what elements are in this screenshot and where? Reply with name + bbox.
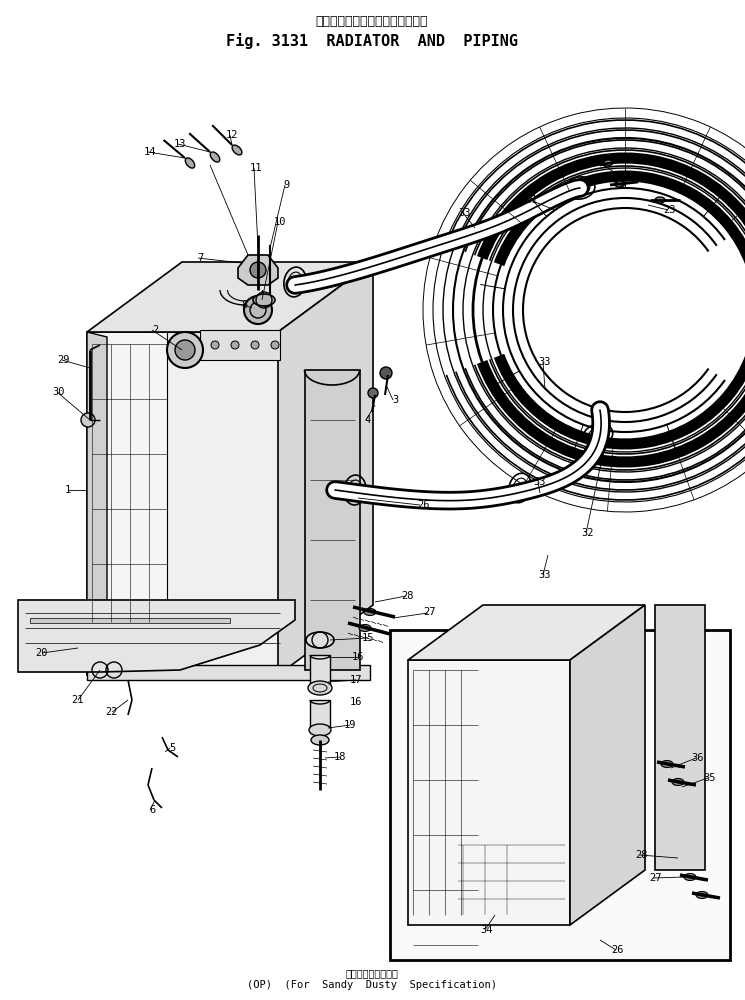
Ellipse shape <box>615 181 625 187</box>
Text: 26: 26 <box>612 945 624 955</box>
Bar <box>30 618 230 623</box>
Text: 24: 24 <box>594 157 606 167</box>
Polygon shape <box>87 332 107 680</box>
Bar <box>655 605 705 870</box>
Text: 18: 18 <box>334 752 346 762</box>
Text: 33: 33 <box>539 570 551 580</box>
Circle shape <box>175 340 195 360</box>
Text: 9: 9 <box>284 180 290 190</box>
Circle shape <box>167 332 203 368</box>
Text: 33: 33 <box>533 477 546 487</box>
Polygon shape <box>238 255 278 285</box>
Text: 26: 26 <box>416 500 429 510</box>
Ellipse shape <box>308 681 332 695</box>
Text: 14: 14 <box>144 147 156 157</box>
Text: 3: 3 <box>392 395 398 405</box>
Text: Fig. 3131  RADIATOR  AND  PIPING: Fig. 3131 RADIATOR AND PIPING <box>226 33 518 49</box>
Text: 7: 7 <box>197 253 203 263</box>
Ellipse shape <box>661 760 673 768</box>
Text: 20: 20 <box>36 648 48 658</box>
Text: 16: 16 <box>352 652 364 662</box>
Text: 6: 6 <box>149 805 155 815</box>
Circle shape <box>271 341 279 349</box>
Circle shape <box>380 367 392 379</box>
Polygon shape <box>87 262 373 332</box>
Text: 25: 25 <box>611 177 624 187</box>
Text: 2: 2 <box>152 325 158 335</box>
Text: 16: 16 <box>349 697 362 707</box>
Circle shape <box>81 413 95 427</box>
Text: 27: 27 <box>424 607 437 617</box>
Ellipse shape <box>186 158 194 168</box>
Text: 30: 30 <box>53 387 66 397</box>
Text: 23: 23 <box>664 205 676 215</box>
Bar <box>390 630 730 960</box>
Polygon shape <box>18 600 295 672</box>
Circle shape <box>368 388 378 398</box>
Circle shape <box>244 296 272 324</box>
Bar <box>310 655 330 685</box>
Text: 31: 31 <box>526 195 538 205</box>
Ellipse shape <box>210 152 220 162</box>
Text: 35: 35 <box>704 773 716 783</box>
Text: 19: 19 <box>343 720 356 730</box>
Text: 21: 21 <box>72 695 84 705</box>
Polygon shape <box>408 605 645 660</box>
Text: 1: 1 <box>65 485 71 495</box>
Text: 10: 10 <box>273 217 286 227</box>
Text: 33: 33 <box>459 208 472 218</box>
Text: 28: 28 <box>402 591 414 601</box>
Ellipse shape <box>364 608 376 615</box>
Text: 28: 28 <box>635 850 648 860</box>
Text: ラジエータ　および　パイピング: ラジエータ および パイピング <box>316 15 428 28</box>
Bar <box>87 332 278 675</box>
Ellipse shape <box>306 632 334 648</box>
Polygon shape <box>278 262 373 675</box>
Text: 5: 5 <box>169 743 175 753</box>
Ellipse shape <box>696 892 708 898</box>
Ellipse shape <box>232 145 242 155</box>
Bar <box>305 370 360 670</box>
Text: 17: 17 <box>349 675 362 685</box>
Bar <box>310 700 330 728</box>
Text: 8: 8 <box>242 300 248 310</box>
Text: 4: 4 <box>365 415 371 425</box>
Text: 11: 11 <box>250 163 262 173</box>
Ellipse shape <box>253 294 275 306</box>
Text: 22: 22 <box>106 707 118 717</box>
Text: 33: 33 <box>539 357 551 367</box>
Circle shape <box>251 341 259 349</box>
Polygon shape <box>200 330 280 360</box>
Bar <box>408 660 570 925</box>
Circle shape <box>231 341 239 349</box>
Text: 砂　塵　地　仕　様: 砂 塵 地 仕 様 <box>346 968 399 978</box>
Polygon shape <box>87 665 370 680</box>
Ellipse shape <box>359 624 371 632</box>
Text: (OP)  (For  Sandy  Dusty  Specification): (OP) (For Sandy Dusty Specification) <box>247 980 497 990</box>
Ellipse shape <box>672 778 684 786</box>
Circle shape <box>211 341 219 349</box>
Text: 27: 27 <box>649 873 662 883</box>
Polygon shape <box>570 605 645 925</box>
Ellipse shape <box>684 874 696 880</box>
Text: 32: 32 <box>582 528 595 538</box>
Bar <box>167 332 278 675</box>
Text: 36: 36 <box>692 753 704 763</box>
Text: 12: 12 <box>226 130 238 140</box>
Text: 15: 15 <box>362 633 374 643</box>
Ellipse shape <box>603 160 613 166</box>
Ellipse shape <box>309 724 331 736</box>
Ellipse shape <box>655 197 665 203</box>
Circle shape <box>250 262 266 278</box>
Text: 29: 29 <box>58 355 70 365</box>
Ellipse shape <box>311 735 329 745</box>
Text: 34: 34 <box>481 925 493 935</box>
Text: 13: 13 <box>174 139 186 149</box>
